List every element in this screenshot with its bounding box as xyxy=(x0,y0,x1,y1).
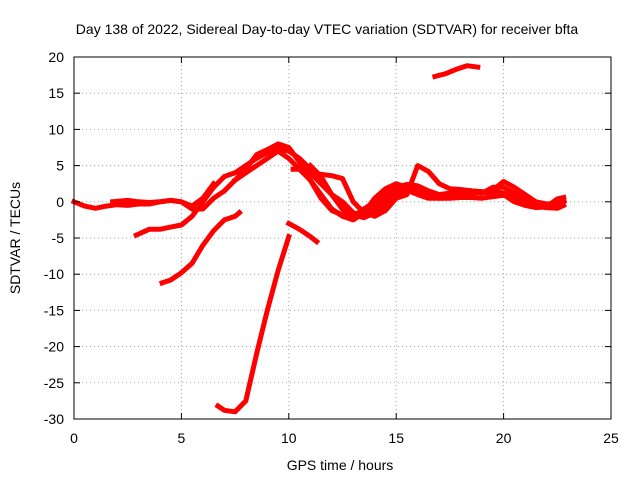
y-tick-label: 20 xyxy=(48,49,64,65)
y-axis-label: SDTVAR / TECUs xyxy=(7,182,23,294)
grid xyxy=(74,57,611,419)
data-series-track-10 xyxy=(285,220,321,246)
y-tick-label: 0 xyxy=(56,194,64,210)
y-tick-label: -5 xyxy=(52,230,65,246)
y-tick-label: -20 xyxy=(44,339,64,355)
y-tick-label: -25 xyxy=(44,375,64,391)
x-tick-label: 20 xyxy=(496,430,512,446)
data-series-track-8 xyxy=(296,162,568,219)
x-tick-label: 10 xyxy=(281,430,297,446)
y-tick-label: -15 xyxy=(44,302,64,318)
x-tick-label: 25 xyxy=(603,430,619,446)
y-tick-label: -30 xyxy=(44,411,64,427)
data-series-track-9 xyxy=(306,162,567,221)
y-tick-label: -10 xyxy=(44,266,64,282)
x-tick-label: 15 xyxy=(388,430,404,446)
data-series-track-11 xyxy=(431,63,481,80)
x-axis-label: GPS time / hours xyxy=(287,457,394,473)
y-tick-label: 15 xyxy=(48,85,64,101)
x-tick-label: 0 xyxy=(70,430,78,446)
chart-title: Day 138 of 2022, Sidereal Day-to-day VTE… xyxy=(76,21,579,37)
data-layer xyxy=(70,63,568,415)
data-series-track-5 xyxy=(214,233,292,415)
x-tick-label: 5 xyxy=(178,430,186,446)
data-series-track-4 xyxy=(158,209,243,287)
y-tick-label: 5 xyxy=(56,158,64,174)
data-series-track-7 xyxy=(290,166,567,219)
y-tick-label: 10 xyxy=(48,121,64,137)
ticks: 0 5 10 15 20 25 -30 -25 -20 -15 -10 -5 0 5 10 15 20 xyxy=(44,49,619,446)
